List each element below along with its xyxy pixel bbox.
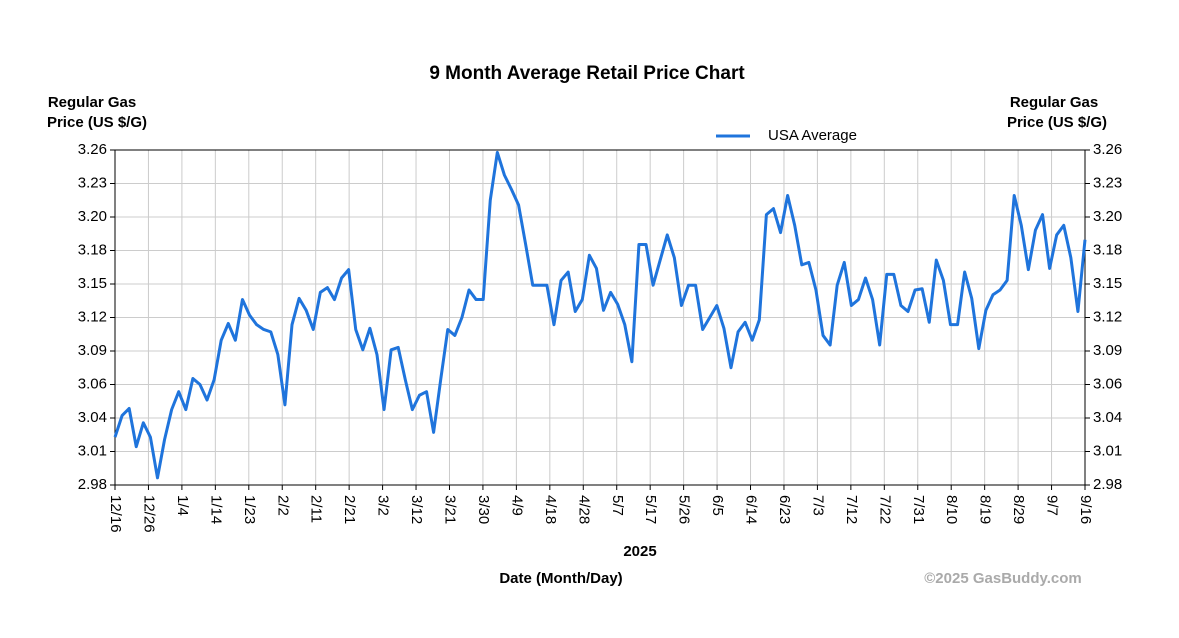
y-tick-label: 3.12 [78,308,107,325]
x-tick-label: 12/26 [140,495,157,533]
y-tick-label: 3.15 [78,275,107,292]
y-tick-label: 2.98 [78,476,107,493]
y2-tick-label: 3.12 [1093,308,1122,325]
y-tick-label: 3.18 [78,241,107,258]
y2-tick-label: 3.09 [1093,342,1122,359]
x-tick-label: 12/16 [107,495,124,533]
y-tick-label: 3.04 [78,409,107,426]
x-tick-label: 7/12 [843,495,860,524]
x-tick-label: 4/18 [542,495,559,524]
y-tick-label: 3.26 [78,141,107,158]
x-tick-label: 8/10 [943,495,960,524]
x-tick-label: 6/23 [776,495,793,524]
y-tick-label: 3.06 [78,375,107,392]
x-tick-label: 7/31 [910,495,927,524]
plot-border [114,149,1086,486]
y2-tick-label: 3.01 [1093,442,1122,459]
y-axis-label: Price (US $/G) [47,114,147,131]
x-tick-label: 5/26 [676,495,693,524]
x-tick-label: 1/14 [207,495,224,524]
x-tick-label: 2/11 [308,495,325,523]
y2-tick-label: 3.20 [1093,208,1122,225]
y2-axis-label: Price (US $/G) [1007,114,1107,131]
x-tick-label: 6/5 [709,495,726,516]
y2-tick-label: 3.26 [1093,141,1122,158]
x-tick-label: 4/28 [575,495,592,524]
x-tick-label: 3/2 [375,495,392,516]
x-tick-label: 6/14 [743,495,760,524]
y-tick-label: 3.23 [78,174,107,191]
x-tick-label: 9/16 [1077,495,1094,524]
legend-label: USA Average [768,127,857,144]
x-tick-label: 1/23 [241,495,258,524]
x-tick-label: 5/7 [609,495,626,516]
y2-tick-label: 3.23 [1093,174,1122,191]
x-tick-label: 8/29 [1010,495,1027,524]
watermark: ©2025 GasBuddy.com [924,570,1082,587]
chart-title: 9 Month Average Retail Price Chart [429,63,745,84]
y-tick-label: 3.20 [78,208,107,225]
x-tick-label: 3/12 [408,495,425,524]
x-tick-label: 3/21 [442,495,459,524]
year-label: 2025 [623,543,656,560]
y2-axis-label: Regular Gas [1010,94,1098,111]
x-tick-label: 4/9 [508,495,525,516]
y-tick-label: 3.01 [78,442,107,459]
x-tick-label: 2/21 [341,495,358,524]
x-tick-label: 1/4 [174,495,191,516]
x-tick-label: 9/7 [1044,495,1061,516]
y-axis-label: Regular Gas [48,94,136,111]
y2-tick-label: 3.18 [1093,241,1122,258]
x-tick-label: 2/2 [274,495,291,516]
x-tick-label: 5/17 [642,495,659,524]
x-tick-label: 3/30 [475,495,492,524]
x-tick-label: 7/22 [876,495,893,524]
y2-tick-label: 2.98 [1093,476,1122,493]
x-axis-label: Date (Month/Day) [499,570,622,587]
y2-tick-label: 3.06 [1093,375,1122,392]
series-line [113,150,1087,480]
x-tick-label: 7/3 [809,495,826,516]
y-tick-label: 3.09 [78,342,107,359]
y2-tick-label: 3.15 [1093,275,1122,292]
x-tick-label: 8/19 [977,495,994,524]
y2-tick-label: 3.04 [1093,409,1122,426]
